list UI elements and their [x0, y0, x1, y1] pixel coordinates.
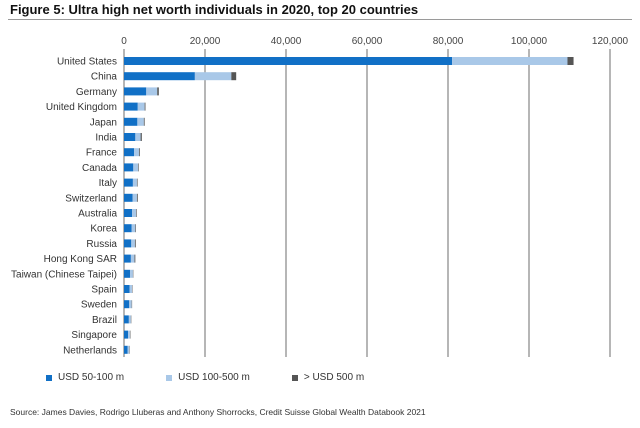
category-label: Australia [78, 209, 117, 220]
bar-segment-usd-50-100 [124, 300, 130, 309]
bar-segment-usd-50-100 [124, 269, 131, 278]
x-tick-label: 60,000 [352, 36, 383, 47]
bar-segment-usd-50-100 [124, 193, 133, 202]
bar-segment-usd-500-plus [136, 178, 138, 187]
category-label: Netherlands [63, 345, 117, 356]
legend-label-usd-50-100: USD 50-100 m [58, 372, 125, 383]
legend-item-usd-50-100: USD 50-100 m [46, 372, 124, 383]
title-divider [8, 19, 632, 20]
bar-segment-usd-100-500 [133, 163, 139, 172]
bar-segment-usd-100-500 [127, 345, 130, 354]
bar-segment-usd-100-500 [129, 285, 133, 293]
bar-segment-usd-50-100 [124, 133, 136, 141]
category-label: Russia [86, 239, 117, 250]
legend-item-usd-500-plus: > USD 500 m [291, 372, 365, 383]
bars [124, 57, 574, 354]
x-tick-label: 40,000 [271, 36, 302, 47]
legend-item-usd-100-500: USD 100-500 m [166, 372, 250, 383]
bar-segment-usd-50-100 [124, 178, 133, 187]
category-label: Singapore [71, 330, 117, 341]
bar-segment-usd-100-500 [452, 57, 568, 65]
x-axis-ticks: 0 20,000 40,000 60,000 80,000 100,000 120,000 [121, 36, 628, 47]
bar-segment-usd-100-500 [194, 72, 232, 81]
bar-segment-usd-100-500 [137, 102, 145, 111]
bar-segment-usd-500-plus [140, 133, 142, 141]
bar-segment-usd-500-plus [157, 87, 159, 96]
source-note: Source: James Davies, Rodrigo Lluberas a… [10, 407, 426, 417]
bar-segment-usd-100-500 [134, 148, 139, 157]
bar-segment-usd-100-500 [146, 87, 158, 96]
category-label: United Kingdom [46, 102, 117, 113]
bar-segment-usd-50-100 [124, 239, 132, 248]
category-label: Brazil [92, 315, 117, 326]
bar-segment-usd-500-plus [138, 163, 139, 172]
bar-segment-usd-50-100 [124, 285, 130, 293]
category-label: Canada [82, 163, 117, 174]
category-label: Japan [90, 117, 117, 128]
bar-segment-usd-100-500 [132, 178, 137, 187]
legend-swatch-usd-500-plus [291, 374, 298, 381]
bar-segment-usd-50-100 [124, 87, 147, 96]
chart-title: Figure 5: Ultra high net worth individua… [10, 2, 419, 17]
bar-segment-usd-500-plus [134, 254, 136, 263]
bar-segment-usd-100-500 [132, 193, 137, 202]
bar-segment-usd-100-500 [130, 269, 133, 278]
legend-swatch-usd-100-500 [166, 374, 173, 381]
category-label: Switzerland [65, 193, 117, 204]
bar-segment-usd-500-plus [231, 72, 237, 81]
bar-segment-usd-50-100 [124, 209, 133, 217]
bar-segment-usd-50-100 [124, 224, 132, 233]
category-label: Germany [76, 87, 117, 98]
bar-segment-usd-100-500 [130, 254, 135, 263]
legend-swatch-usd-50-100 [46, 374, 52, 381]
x-tick-label: 80,000 [433, 36, 464, 47]
bar-segment-usd-50-100 [124, 163, 134, 172]
x-tick-label: 120,000 [592, 36, 629, 47]
bar-segment-usd-500-plus [143, 117, 145, 126]
category-label: France [86, 148, 118, 159]
bar-segment-usd-100-500 [131, 239, 135, 248]
grid-lines [123, 49, 611, 357]
category-label: China [91, 72, 118, 83]
category-label: Korea [90, 224, 117, 235]
category-label: India [95, 133, 117, 144]
bar-segment-usd-50-100 [124, 330, 129, 339]
bar-segment-usd-100-500 [128, 330, 131, 339]
x-tick-label: 100,000 [511, 36, 548, 47]
bar-segment-usd-500-plus [138, 148, 140, 157]
bar-segment-usd-100-500 [132, 209, 137, 217]
bar-segment-usd-500-plus [144, 102, 146, 111]
bar-segment-usd-100-500 [129, 300, 132, 309]
x-tick-label: 20,000 [190, 36, 221, 47]
legend-label-usd-100-500: USD 100-500 m [178, 372, 250, 383]
bar-segment-usd-100-500 [131, 224, 136, 233]
category-label: United States [57, 57, 117, 68]
legend-label-usd-500-plus: > USD 500 m [303, 372, 365, 383]
bar-segment-usd-500-plus [136, 193, 138, 202]
bar-segment-usd-50-100 [124, 148, 135, 157]
category-label: Spain [91, 285, 117, 296]
bar-segment-usd-50-100 [124, 72, 195, 81]
category-label: Italy [99, 178, 117, 189]
category-label: Hong Kong SAR [44, 254, 117, 265]
category-label: Taiwan (Chinese Taipei) [11, 269, 117, 280]
bar-segment-usd-500-plus [135, 224, 136, 233]
bar-segment-usd-50-100 [124, 102, 138, 111]
bar-segment-usd-50-100 [124, 57, 453, 65]
x-tick-label: 0 [121, 36, 127, 47]
bar-segment-usd-100-500 [128, 315, 131, 324]
bar-segment-usd-500-plus [136, 209, 137, 217]
bar-segment-usd-100-500 [137, 117, 144, 126]
bar-segment-usd-500-plus [567, 57, 574, 65]
bar-segment-usd-100-500 [135, 133, 141, 141]
bar-segment-usd-50-100 [124, 254, 131, 263]
bar-segment-usd-500-plus [134, 239, 136, 248]
chart-legend: USD 50-100 m USD 100-500 m > USD 500 m [46, 372, 406, 383]
bar-segment-usd-50-100 [124, 345, 128, 354]
category-label: Sweden [81, 300, 117, 311]
category-labels: United States China Germany United Kingdom J… [11, 57, 117, 357]
bar-segment-usd-50-100 [124, 117, 138, 126]
bar-segment-usd-50-100 [124, 315, 129, 324]
